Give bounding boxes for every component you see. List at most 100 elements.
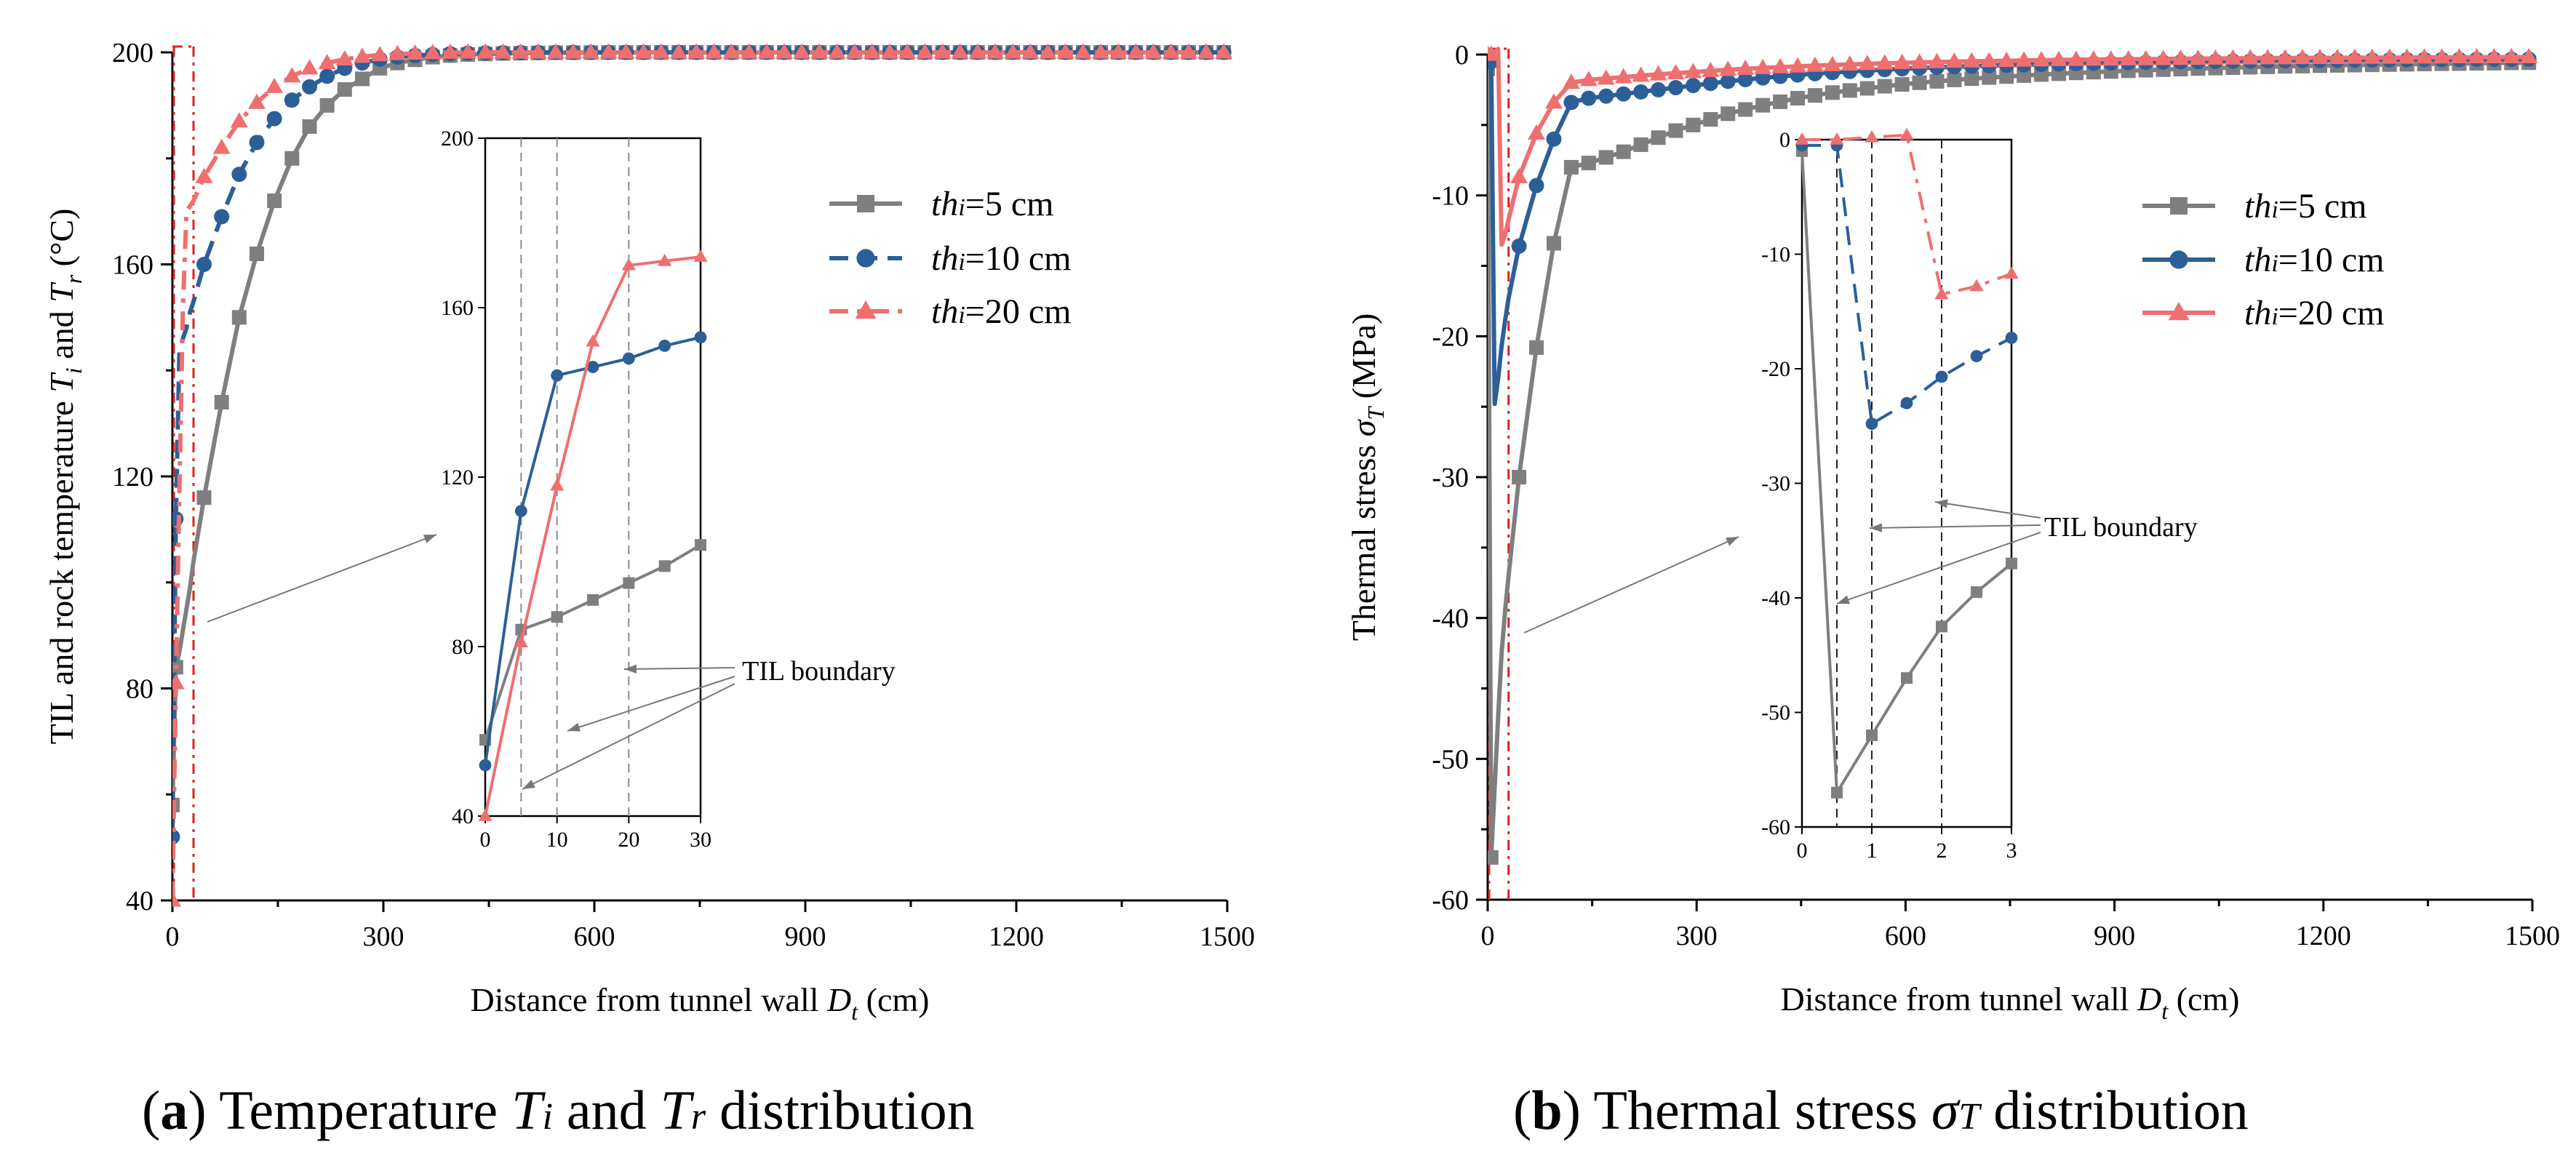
data-point-s20: [1649, 65, 1667, 81]
data-point-s5: [1894, 77, 1910, 92]
data-point-s20: [740, 43, 758, 59]
caption-a: (a) Temperature Ti and Tr distribution: [142, 1080, 975, 1141]
data-point-s20: [2067, 50, 2085, 66]
data-point-s20: [2503, 47, 2521, 63]
data-point-s20: [1806, 56, 1824, 72]
data-point-s5: [1773, 94, 1788, 109]
inset-y-tick-label: 0: [1779, 128, 1790, 152]
legend-label-s10: thi=10 cm: [2244, 241, 2385, 279]
legend-label-s10: thi=10 cm: [931, 239, 1072, 278]
data-point-s5: [1633, 137, 1648, 152]
y-tick-label: 40: [126, 886, 153, 916]
data-point-s20: [529, 43, 547, 59]
data-point-s20: [230, 112, 248, 128]
x-tick-label: 900: [2094, 921, 2135, 951]
data-point-s20: [1667, 64, 1685, 80]
zoom-arrow-head: [1726, 537, 1739, 546]
data-point-s5: [1947, 72, 1962, 87]
inset-x-tick-label: 30: [690, 828, 711, 852]
x-tick-label: 600: [574, 922, 615, 952]
data-point-s20: [2450, 48, 2468, 64]
inset-y-tick-label: 40: [452, 804, 474, 828]
data-point-s20: [2102, 50, 2120, 66]
chart-a: 0 300 600 900 1200 15004080120160200Distance …: [43, 38, 1255, 1025]
data-point-s5: [1529, 340, 1544, 355]
annotation-arrow-1: [1934, 501, 2041, 519]
inset-data-point-s20: [621, 257, 636, 271]
data-point-s5: [337, 82, 352, 97]
data-point-s20: [2050, 50, 2068, 66]
data-point-s20: [2276, 49, 2294, 65]
data-point-s5: [1877, 79, 1892, 94]
data-point-s10: [172, 829, 180, 845]
annotation-arrow-2-head: [1870, 523, 1883, 532]
inset-data-point-s5: [623, 577, 635, 589]
data-point-s20: [1998, 52, 2016, 68]
inset-data-point-s20: [2004, 266, 2019, 279]
data-point-s20: [388, 44, 407, 60]
data-point-s20: [546, 43, 565, 59]
data-point-s20: [2380, 48, 2398, 64]
x-tick-label: 900: [785, 922, 826, 952]
data-point-s20: [582, 43, 600, 59]
y-axis-label: TIL and rock temperature Ti and Tr (°C): [43, 209, 87, 745]
data-point-s20: [476, 43, 495, 59]
data-point-s20: [722, 43, 741, 59]
series-line-s20: [172, 50, 1224, 901]
data-point-s20: [2015, 51, 2033, 67]
annotation-arrow-3-head: [522, 779, 535, 789]
data-point-s20: [1597, 69, 1615, 85]
legend-label-s20: thi=20 cm: [2244, 294, 2385, 332]
x-tick-label: 1500: [1200, 922, 1255, 952]
inset-data-point-s20: [1899, 127, 1914, 140]
inset-data-point-s20: [1795, 132, 1809, 145]
data-point-s20: [705, 43, 723, 59]
data-point-s5: [1616, 144, 1631, 159]
data-point-s20: [1980, 52, 1998, 68]
x-tick-label: 300: [363, 922, 404, 952]
inset-y-tick-label: 160: [441, 296, 474, 320]
y-tick-label: -40: [1432, 604, 1469, 634]
inset-y-tick-label: 200: [441, 127, 474, 151]
data-point-s20: [1021, 43, 1040, 59]
inset-y-tick-label: 120: [441, 465, 474, 489]
data-point-s20: [828, 43, 846, 59]
data-point-s20: [1858, 55, 1876, 71]
inset-data-point-s10: [586, 361, 599, 373]
data-point-s20: [2345, 48, 2364, 64]
data-point-s20: [2241, 49, 2260, 65]
inset-data-point-s10: [694, 331, 707, 344]
data-point-s20: [2033, 51, 2051, 67]
legend-label-s20: thi=20 cm: [931, 292, 1072, 331]
data-point-s20: [494, 43, 512, 59]
inset-data-point-s5: [2006, 557, 2017, 569]
annotation-arrow-3-head: [1837, 595, 1850, 604]
data-point-s10: [1563, 95, 1579, 111]
data-point-s20: [1684, 63, 1702, 79]
annotation-arrow-2: [567, 676, 735, 732]
data-point-s20: [916, 43, 934, 59]
legend-marker-s5: [2170, 197, 2188, 215]
inset-data-point-s10: [1865, 417, 1878, 430]
data-point-s20: [810, 43, 829, 59]
zoom-arrow: [207, 534, 437, 623]
data-point-s5: [1598, 150, 1614, 165]
annotation-arrow-3: [1836, 532, 2041, 604]
data-point-s5: [1964, 71, 1979, 87]
data-point-s20: [423, 44, 442, 60]
data-point-s20: [670, 43, 687, 59]
data-point-s20: [951, 43, 969, 59]
annotation-text: TIL boundary: [2044, 512, 2198, 543]
annotation-arrow-1: [623, 667, 735, 670]
data-point-s20: [1510, 167, 1528, 183]
data-point-s5: [1755, 97, 1771, 113]
data-point-s20: [1179, 43, 1197, 59]
data-point-s5: [302, 119, 317, 135]
data-point-s20: [845, 43, 864, 59]
data-point-s10: [1720, 73, 1736, 89]
data-point-s20: [1771, 57, 1790, 73]
data-point-s20: [2084, 50, 2102, 66]
data-point-s5: [1668, 123, 1683, 138]
data-point-s20: [1162, 43, 1180, 59]
